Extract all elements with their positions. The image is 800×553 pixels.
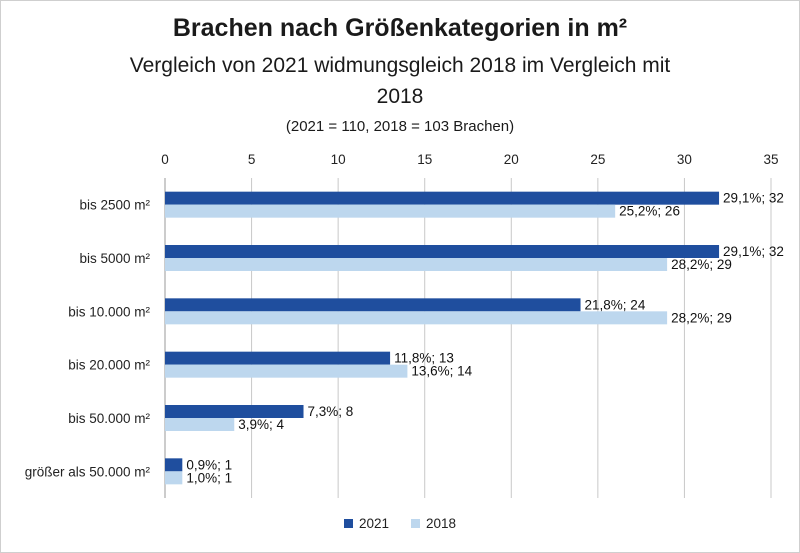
bar-2021-6 bbox=[165, 458, 183, 472]
data-label-2018-2: 28,2%; 29 bbox=[671, 257, 732, 272]
x-tick-label-10: 10 bbox=[331, 152, 346, 167]
x-tick-label-0: 0 bbox=[161, 152, 169, 167]
category-label: bis 2500 m² bbox=[79, 198, 150, 213]
x-tick-label-25: 25 bbox=[590, 152, 605, 167]
data-label-2021-6: 0,9%; 1 bbox=[186, 457, 232, 472]
bar-2021-3 bbox=[165, 298, 581, 312]
data-label-2018-3: 28,2%; 29 bbox=[671, 310, 732, 325]
data-label-2021-1: 29,1%; 32 bbox=[723, 191, 784, 206]
legend-item-2018: 2018 bbox=[411, 516, 456, 531]
bar-2018-2 bbox=[165, 258, 668, 271]
x-tick-label-30: 30 bbox=[677, 152, 692, 167]
bar-2021-5 bbox=[165, 405, 304, 418]
category-label: bis 20.000 m² bbox=[68, 358, 150, 373]
x-tick-label-35: 35 bbox=[763, 152, 778, 167]
chart-subtitle: Vergleich von 2021 widmungsgleich 2018 i… bbox=[129, 54, 671, 108]
category-label: bis 5000 m² bbox=[79, 251, 150, 266]
bar-2018-4 bbox=[165, 364, 408, 378]
legend-item-2021: 2021 bbox=[343, 516, 389, 531]
category-label: bis 10.000 m² bbox=[68, 304, 150, 319]
bar-2021-4 bbox=[165, 351, 391, 365]
bar-2021-1 bbox=[165, 191, 720, 205]
x-tick-label-15: 15 bbox=[417, 152, 432, 167]
bar-2018-6 bbox=[165, 471, 183, 485]
data-label-2018-5: 3,9%; 4 bbox=[238, 417, 284, 432]
bar-2021-2 bbox=[165, 245, 720, 258]
data-label-2018-6: 1,0%; 1 bbox=[186, 470, 232, 485]
chart-note: (2021 = 110, 2018 = 103 Brachen) bbox=[285, 118, 515, 135]
data-label-2021-5: 7,3%; 8 bbox=[308, 404, 354, 419]
bar-2018-3 bbox=[165, 311, 668, 325]
chart-title: Brachen nach Größenkategorien in m² bbox=[172, 14, 628, 42]
data-label-2021-2: 29,1%; 32 bbox=[723, 244, 784, 259]
bar-2018-1 bbox=[165, 204, 616, 218]
category-label: größer als 50.000 m² bbox=[25, 464, 151, 479]
x-tick-label-20: 20 bbox=[504, 152, 519, 167]
legend-swatch-2018 bbox=[411, 519, 420, 528]
category-label: bis 50.000 m² bbox=[68, 411, 150, 426]
bar-2018-5 bbox=[165, 418, 235, 431]
legend-label-2021: 2021 bbox=[358, 516, 389, 531]
data-label-2021-3: 21,8%; 24 bbox=[585, 297, 646, 312]
data-label-2018-1: 25,2%; 26 bbox=[619, 204, 680, 219]
legend-label-2018: 2018 bbox=[426, 516, 457, 531]
data-label-2018-4: 13,6%; 14 bbox=[411, 364, 472, 379]
data-label-2021-4: 11,8%; 13 bbox=[394, 351, 454, 366]
x-tick-label-5: 5 bbox=[248, 152, 256, 167]
legend: 2021 2018 bbox=[0, 516, 800, 531]
legend-swatch-2021 bbox=[343, 519, 353, 528]
